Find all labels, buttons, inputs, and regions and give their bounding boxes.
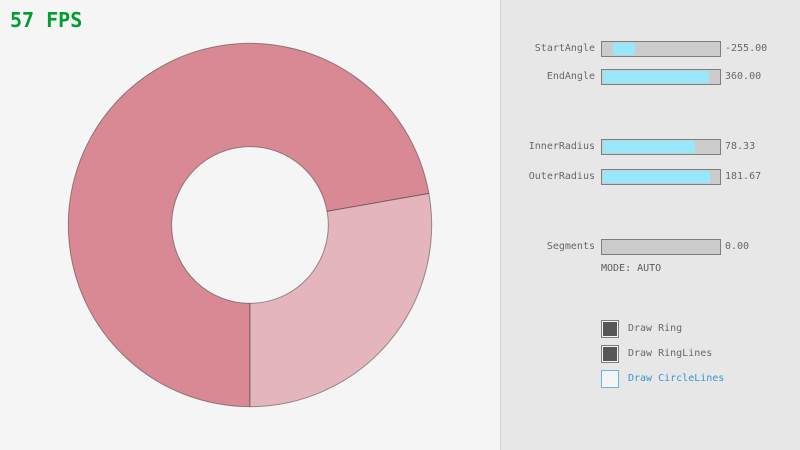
draw-circlelines-label: Draw CircleLines	[628, 373, 725, 384]
draw-ring-checkbox[interactable]	[601, 320, 619, 338]
innerradius-label: InnerRadius	[528, 141, 595, 152]
outerradius-label: OuterRadius	[528, 171, 595, 182]
innerradius-row: InnerRadius 78.33	[501, 139, 800, 155]
startangle-label: StartAngle	[534, 43, 595, 54]
startangle-slider[interactable]	[601, 41, 721, 57]
fps-counter: 57 FPS	[10, 8, 83, 32]
outerradius-value: 181.67	[725, 171, 762, 182]
endangle-row: EndAngle 360.00	[501, 69, 800, 85]
startangle-row: StartAngle -255.00	[501, 41, 800, 57]
endangle-fill	[603, 71, 710, 83]
ring-visualization	[67, 42, 433, 408]
ring-single-sector	[249, 192, 433, 408]
controls-panel: StartAngle -255.00 EndAngle 360.00 Inner…	[500, 0, 800, 450]
outerradius-sliderbar[interactable]	[601, 169, 721, 185]
innerradius-value: 78.33	[725, 141, 756, 152]
draw-ringlines-checkbox-row: Draw RingLines	[501, 345, 800, 363]
draw-ringlines-label: Draw RingLines	[628, 348, 713, 359]
segments-sliderbar[interactable]	[601, 239, 721, 255]
ring-overlap-sector	[67, 42, 430, 408]
innerradius-fill	[603, 141, 696, 153]
startangle-slider-handle[interactable]	[612, 43, 635, 55]
endangle-label: EndAngle	[546, 71, 595, 82]
startangle-value: -255.00	[725, 43, 768, 54]
draw-circlelines-checkbox[interactable]	[601, 370, 619, 388]
outerradius-fill	[603, 171, 711, 183]
endangle-value: 360.00	[725, 71, 762, 82]
segments-value: 0.00	[725, 241, 750, 252]
segments-label: Segments	[546, 241, 595, 252]
draw-ring-label: Draw Ring	[628, 323, 683, 334]
draw-ring-checkbox-row: Draw Ring	[501, 320, 800, 338]
draw-ringlines-checkbox[interactable]	[601, 345, 619, 363]
innerradius-sliderbar[interactable]	[601, 139, 721, 155]
segments-row: Segments 0.00	[501, 239, 800, 255]
endangle-sliderbar[interactable]	[601, 69, 721, 85]
draw-circlelines-checkbox-row: Draw CircleLines	[501, 370, 800, 388]
segments-mode-text: MODE: AUTO	[601, 263, 662, 274]
outerradius-row: OuterRadius 181.67	[501, 169, 800, 185]
